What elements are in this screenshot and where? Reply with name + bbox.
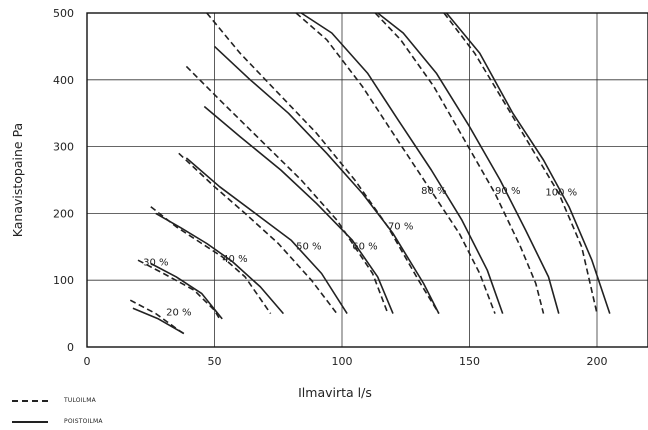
dashed-line-swatch <box>12 399 48 402</box>
series-line-dashed <box>374 12 545 314</box>
curve-label: 30 % <box>143 257 168 268</box>
series-line-solid <box>203 105 394 314</box>
series-line-dashed <box>443 12 598 314</box>
x-tick-label: 200 <box>587 355 608 368</box>
legend-item-exhaust: POISTOILMA <box>12 418 103 425</box>
plot-frame <box>86 12 648 348</box>
y-tick-label: 100 <box>53 274 74 287</box>
series-line-solid <box>377 12 560 314</box>
legend-item-supply: TULOILMA <box>12 397 96 404</box>
curve-label: 40 % <box>222 254 247 265</box>
legend-label-exhaust: POISTOILMA <box>64 418 103 425</box>
y-tick-label: 300 <box>53 141 74 154</box>
grid-lines <box>86 12 648 348</box>
y-tick-label: 400 <box>53 74 74 87</box>
series-line-solid <box>150 262 223 320</box>
series-line-solid <box>300 12 504 314</box>
x-tick-labels: 0 50 100 150 200 <box>84 355 608 368</box>
solid-line-swatch <box>12 420 48 423</box>
series-line-dashed <box>150 206 272 315</box>
y-tick-label: 500 <box>53 7 74 20</box>
curve-label: 60 % <box>352 241 377 252</box>
curve-labels: 20 % 30 % 40 % 50 % 60 % 70 % 80 % 90 % 100 % <box>143 186 577 319</box>
curve-label: 70 % <box>388 221 413 232</box>
series-line-dashed <box>178 152 338 315</box>
curve-label: 90 % <box>495 186 520 197</box>
legend-label-supply: TULOILMA <box>64 397 96 404</box>
series-line-dashed <box>137 259 221 320</box>
series-line-solid <box>155 212 285 315</box>
y-tick-labels: 0 100 200 300 400 500 <box>53 7 74 354</box>
y-tick-label: 200 <box>53 207 74 220</box>
curve-label: 20 % <box>166 308 191 319</box>
curve-series <box>129 12 611 335</box>
x-axis-label: Ilmavirta l/s <box>298 385 372 400</box>
curve-label: 50 % <box>296 241 321 252</box>
series-line-dashed <box>206 12 440 315</box>
x-tick-label: 100 <box>332 355 353 368</box>
series-line-solid <box>213 45 440 314</box>
series-line-solid <box>132 307 185 335</box>
x-tick-label: 50 <box>208 355 222 368</box>
curve-label: 100 % <box>545 187 577 198</box>
x-tick-label: 0 <box>84 355 91 368</box>
series-line-solid <box>185 157 348 315</box>
x-tick-label: 150 <box>459 355 480 368</box>
y-axis-label: Kanavistopaine Pa <box>10 123 25 237</box>
series-line-dashed <box>185 65 389 314</box>
series-line-dashed <box>295 12 496 314</box>
series-line-solid <box>445 12 611 314</box>
y-tick-label: 0 <box>67 341 74 354</box>
curve-label: 80 % <box>421 186 446 197</box>
